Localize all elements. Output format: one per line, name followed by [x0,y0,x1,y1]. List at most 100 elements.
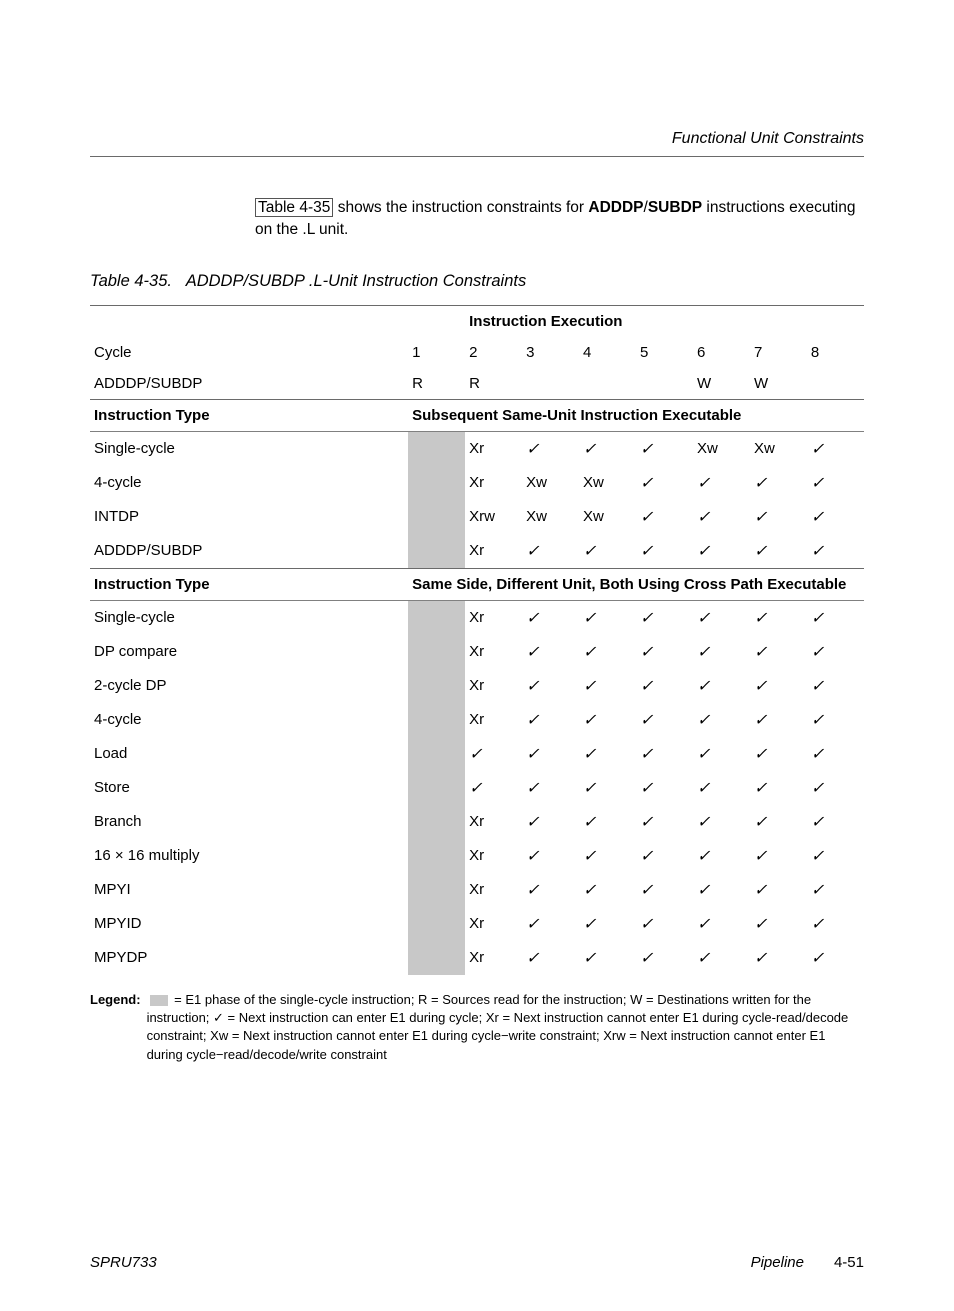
check-icon: ✓ [754,950,767,967]
cell: ✓ [750,737,807,771]
cell: Xr [465,669,522,703]
check-icon: ✓ [811,712,824,729]
instr-label: ADDDP/SUBDP [90,368,408,400]
check-icon: ✓ [583,916,596,933]
check-icon: ✓ [583,712,596,729]
check-icon: ✓ [583,950,596,967]
footer-pagenum: 4-51 [834,1254,864,1271]
check-icon: ✓ [583,543,596,560]
table-row: MPYIDXr✓✓✓✓✓✓ [90,907,864,941]
check-icon: ✓ [469,746,482,763]
cell: Xw [750,431,807,466]
cell: ✓ [693,737,750,771]
cycle-label: Cycle [90,337,408,368]
cell [408,635,465,669]
footer-chapter: Pipeline [751,1254,804,1271]
cell [408,534,465,569]
row-label: 16 × 16 multiply [90,839,408,873]
cycle-row: Cycle 1 2 3 4 5 6 7 8 [90,337,864,368]
cell: ✓ [636,466,693,500]
check-icon: ✓ [811,678,824,695]
check-icon: ✓ [526,610,539,627]
check-icon: ✓ [697,712,710,729]
check-icon: ✓ [697,678,710,695]
cell: ✓ [693,669,750,703]
table-row: 2-cycle DPXr✓✓✓✓✓✓ [90,669,864,703]
cell: ✓ [807,669,864,703]
cell: ✓ [693,500,750,534]
table-row: DP compareXr✓✓✓✓✓✓ [90,635,864,669]
check-icon: ✓ [697,475,710,492]
cell [408,839,465,873]
cell: ✓ [750,669,807,703]
row-label: ADDDP/SUBDP [90,534,408,569]
table-crossref-link[interactable]: Table 4-35 [255,198,333,217]
cell: ✓ [750,635,807,669]
cycle-3: 3 [522,337,579,368]
check-icon: ✓ [697,814,710,831]
cell: ✓ [750,466,807,500]
cell: Xr [465,873,522,907]
table-row: BranchXr✓✓✓✓✓✓ [90,805,864,839]
check-icon: ✓ [583,882,596,899]
cell: Xw [693,431,750,466]
check-icon: ✓ [754,814,767,831]
section-a-left: Instruction Type [90,399,408,431]
table-caption: Table 4-35. ADDDP/SUBDP .L-Unit Instruct… [90,272,864,291]
cycle-6: 6 [693,337,750,368]
cell: ✓ [522,805,579,839]
cell: ✓ [636,534,693,569]
cell: ✓ [807,534,864,569]
legend-swatch-icon [150,995,168,1006]
table-row: ADDDP/SUBDPXr✓✓✓✓✓✓ [90,534,864,569]
cell: ✓ [693,703,750,737]
check-icon: ✓ [583,814,596,831]
check-icon: ✓ [583,441,596,458]
cell: ✓ [693,771,750,805]
check-icon: ✓ [640,644,653,661]
cell: ✓ [636,600,693,635]
cycle-2: 2 [465,337,522,368]
cell: ✓ [750,703,807,737]
cell: ✓ [636,805,693,839]
cell [636,368,693,400]
table-row: MPYIXr✓✓✓✓✓✓ [90,873,864,907]
table-row: INTDPXrwXwXw✓✓✓✓ [90,500,864,534]
check-icon: ✓ [754,780,767,797]
check-icon: ✓ [640,882,653,899]
check-icon: ✓ [640,950,653,967]
check-icon: ✓ [811,814,824,831]
legend-body: = E1 phase of the single-cycle instructi… [147,992,849,1062]
caption-title: ADDDP/SUBDP .L-Unit Instruction Constrai… [186,272,527,290]
exec-header: Instruction Execution [465,305,864,337]
table-row: Single-cycleXr✓✓✓✓✓✓ [90,600,864,635]
cell [408,500,465,534]
page-footer: SPRU733 Pipeline 4-51 [90,1254,864,1271]
check-icon: ✓ [754,712,767,729]
check-icon: ✓ [640,916,653,933]
row-label: Single-cycle [90,600,408,635]
check-icon: ✓ [697,644,710,661]
check-icon: ✓ [583,746,596,763]
cell: ✓ [807,500,864,534]
cell: ✓ [750,771,807,805]
check-icon: ✓ [754,543,767,560]
cycle-7: 7 [750,337,807,368]
table-row: 4-cycleXr✓✓✓✓✓✓ [90,703,864,737]
cycle-8: 8 [807,337,864,368]
footer-left: SPRU733 [90,1254,157,1271]
cell: ✓ [522,839,579,873]
cell: ✓ [750,600,807,635]
check-icon: ✓ [811,882,824,899]
cell: ✓ [522,431,579,466]
cell: ✓ [579,703,636,737]
check-icon: ✓ [583,678,596,695]
table-row: 4-cycleXrXwXw✓✓✓✓ [90,466,864,500]
check-icon: ✓ [640,509,653,526]
cell: ✓ [522,873,579,907]
cell [408,600,465,635]
cell: ✓ [807,703,864,737]
cell: ✓ [693,466,750,500]
cell: ✓ [750,500,807,534]
cell: ✓ [693,839,750,873]
